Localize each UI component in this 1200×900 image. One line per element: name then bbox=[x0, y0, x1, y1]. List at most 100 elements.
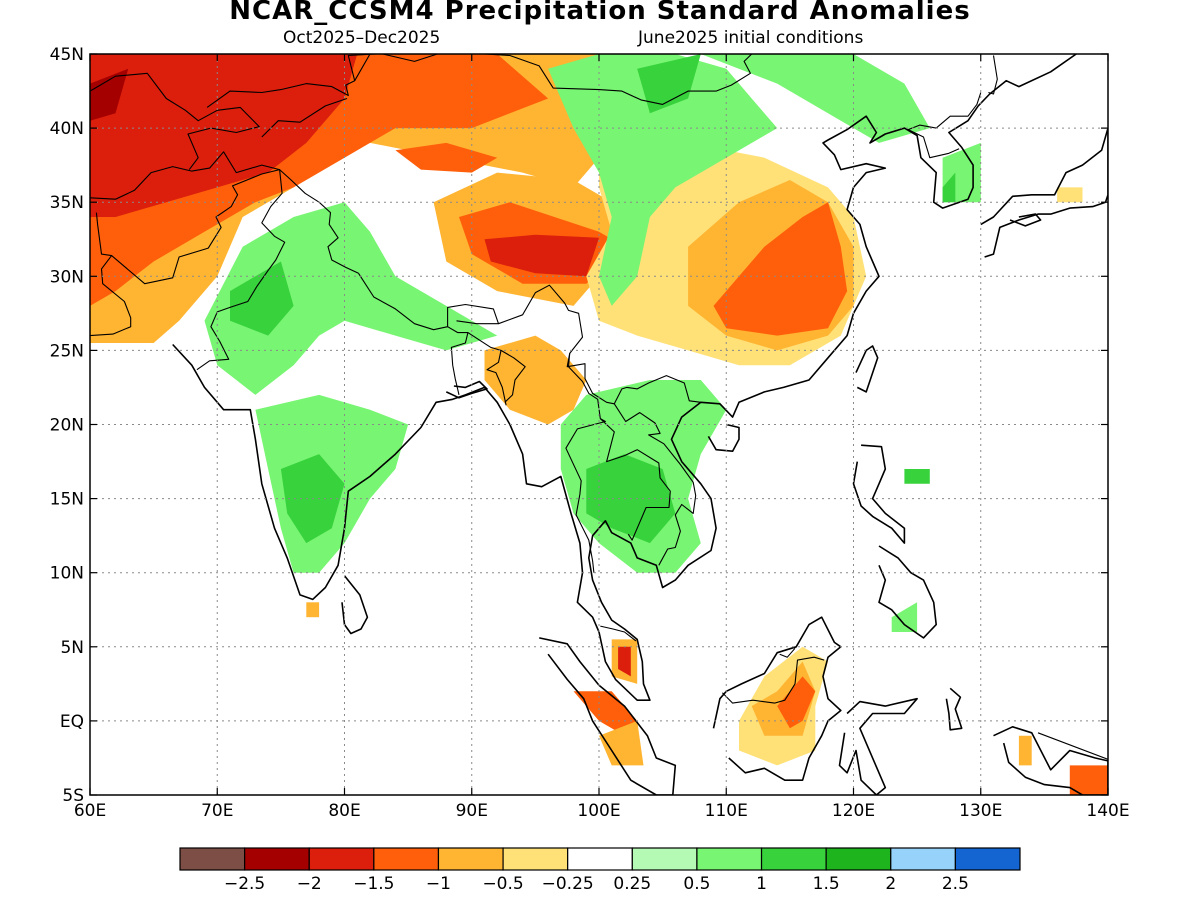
colorbar-label-8: 1 bbox=[756, 874, 767, 894]
y-tick-label-8: 35N bbox=[50, 193, 84, 213]
border-16 bbox=[779, 647, 796, 658]
y-tick-label-10: 45N bbox=[50, 45, 84, 65]
coastline-9 bbox=[838, 697, 918, 795]
coastline-7 bbox=[539, 637, 677, 795]
anomaly-region-31 bbox=[599, 720, 644, 766]
x-tick-label-7: 130E bbox=[959, 801, 1002, 821]
border-5 bbox=[196, 169, 286, 371]
coastline-12 bbox=[945, 687, 963, 731]
colorbar-label-9: 1.5 bbox=[813, 874, 840, 894]
anomaly-region-24 bbox=[891, 602, 918, 632]
anomaly-region-32 bbox=[1069, 765, 1108, 795]
border-23 bbox=[1037, 732, 1108, 760]
anomaly-region-2 bbox=[90, 54, 358, 217]
anomaly-region-23 bbox=[942, 172, 956, 203]
colorbar-label-10: 2 bbox=[885, 874, 896, 894]
colorbar-label-5: −0.25 bbox=[542, 874, 594, 894]
border-8 bbox=[467, 332, 507, 406]
anomaly-region-10 bbox=[713, 202, 848, 336]
coastline-3 bbox=[707, 423, 740, 453]
initial-conditions: June2025 initial conditions bbox=[638, 28, 864, 48]
x-tick-label-3: 90E bbox=[456, 801, 488, 821]
colorbar-swatch-0 bbox=[179, 847, 246, 871]
anomaly-region-19 bbox=[700, 54, 930, 143]
x-tick-label-4: 100E bbox=[577, 801, 620, 821]
border-3 bbox=[90, 212, 132, 337]
anomaly-region-21 bbox=[904, 469, 930, 484]
y-tick-label-4: 15N bbox=[50, 490, 84, 510]
colorbar-swatch-9 bbox=[760, 847, 827, 871]
colorbar-label-1: −2 bbox=[297, 874, 322, 894]
anomaly-region-34 bbox=[1057, 187, 1083, 203]
coastline-1 bbox=[445, 380, 488, 399]
colorbar-label-0: −2.5 bbox=[224, 874, 265, 894]
colorbar-label-6: 0.25 bbox=[613, 874, 651, 894]
border-15 bbox=[722, 656, 825, 704]
border-18 bbox=[354, 54, 371, 81]
colorbar-swatch-7 bbox=[631, 847, 698, 871]
colorbar-swatch-10 bbox=[825, 847, 892, 871]
border-14 bbox=[600, 625, 637, 642]
colorbar-label-11: 2.5 bbox=[942, 874, 969, 894]
y-tick-label-1: EQ bbox=[60, 712, 84, 732]
y-tick-label-2: 5N bbox=[60, 638, 84, 658]
border-11 bbox=[565, 353, 606, 573]
x-tick-label-2: 80E bbox=[328, 801, 360, 821]
border-9 bbox=[498, 284, 701, 405]
anomaly-region-12 bbox=[204, 202, 498, 395]
y-tick-label-7: 30N bbox=[50, 267, 84, 287]
x-tick-label-1: 70E bbox=[201, 801, 233, 821]
border-2 bbox=[206, 54, 377, 108]
coastline-4 bbox=[855, 345, 879, 393]
anomaly-region-30 bbox=[573, 691, 638, 736]
anomaly-region-15 bbox=[230, 261, 294, 336]
forecast-period: Oct2025–Dec2025 bbox=[283, 28, 441, 48]
x-tick-label-5: 110E bbox=[705, 801, 748, 821]
colorbar-label-4: −0.5 bbox=[482, 874, 523, 894]
coastline-5 bbox=[852, 444, 906, 544]
anomaly-region-20 bbox=[637, 54, 701, 114]
coastline-11 bbox=[993, 725, 1108, 795]
gridlines bbox=[90, 54, 1108, 795]
y-tick-label-9: 40N bbox=[50, 119, 84, 139]
y-tick-label-0: 5S bbox=[62, 786, 84, 806]
border-17 bbox=[261, 97, 348, 138]
anomaly-region-29 bbox=[618, 646, 631, 677]
coastline-0 bbox=[172, 54, 1077, 702]
colorbar-swatch-5 bbox=[502, 847, 569, 871]
x-tick-label-8: 140E bbox=[1086, 801, 1129, 821]
axis-ticks: 60E 70E 80E 90E 100E 110E 120E 130E 140E 5S EQ 5N 10… bbox=[50, 45, 1130, 821]
anomaly-region-11 bbox=[484, 335, 587, 425]
border-1 bbox=[90, 72, 260, 170]
border-19 bbox=[382, 54, 438, 62]
border-13 bbox=[613, 403, 697, 566]
colorbar-swatch-3 bbox=[373, 847, 440, 871]
border-21 bbox=[907, 92, 982, 159]
country-borders bbox=[90, 54, 1108, 760]
y-tick-label-5: 20N bbox=[50, 416, 84, 436]
anomaly-region-27 bbox=[777, 676, 816, 729]
x-tick-label-0: 60E bbox=[74, 801, 106, 821]
anomaly-region-18 bbox=[548, 54, 778, 306]
y-tick-label-3: 10N bbox=[50, 564, 84, 584]
anomaly-region-33 bbox=[1018, 735, 1032, 766]
colorbar-swatch-4 bbox=[437, 847, 504, 871]
colorbar-label-3: −1 bbox=[426, 874, 451, 894]
chart-title: NCAR_CCSM4 Precipitation Standard Anomal… bbox=[229, 0, 971, 26]
coastlines bbox=[172, 54, 1108, 795]
colorbar-swatch-12 bbox=[954, 847, 1021, 871]
border-12 bbox=[599, 418, 671, 541]
anomaly-region-35 bbox=[306, 602, 320, 618]
colorbar: −2.5 −2 −1.5 −1 −0.5 −0.25 0.25 0.5 1 1.5 2 2.5 bbox=[179, 847, 1021, 894]
border-22 bbox=[988, 55, 998, 95]
coastline-13 bbox=[980, 127, 1108, 258]
colorbar-swatch-2 bbox=[308, 847, 375, 871]
colorbar-swatch-8 bbox=[696, 847, 763, 871]
coastline-8 bbox=[712, 616, 842, 782]
anomaly-region-6 bbox=[484, 234, 599, 277]
border-7 bbox=[447, 326, 469, 396]
border-4 bbox=[111, 169, 359, 285]
x-tick-label-6: 120E bbox=[832, 801, 875, 821]
colorbar-label-2: −1.5 bbox=[353, 874, 394, 894]
